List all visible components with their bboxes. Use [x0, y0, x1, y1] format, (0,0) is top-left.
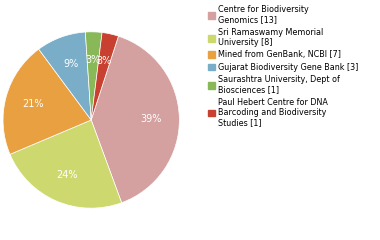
Text: 21%: 21% [23, 99, 44, 109]
Text: 9%: 9% [63, 59, 78, 69]
Wedge shape [86, 32, 102, 120]
Text: 3%: 3% [85, 55, 101, 65]
Wedge shape [10, 120, 122, 208]
Legend: Centre for Biodiversity
Genomics [13], Sri Ramaswamy Memorial
University [8], Mi: Centre for Biodiversity Genomics [13], S… [206, 3, 361, 130]
Text: 3%: 3% [97, 56, 112, 66]
Wedge shape [91, 32, 119, 120]
Text: 39%: 39% [141, 114, 162, 124]
Text: 24%: 24% [57, 170, 78, 180]
Wedge shape [39, 32, 91, 120]
Wedge shape [3, 49, 91, 154]
Wedge shape [91, 36, 179, 203]
